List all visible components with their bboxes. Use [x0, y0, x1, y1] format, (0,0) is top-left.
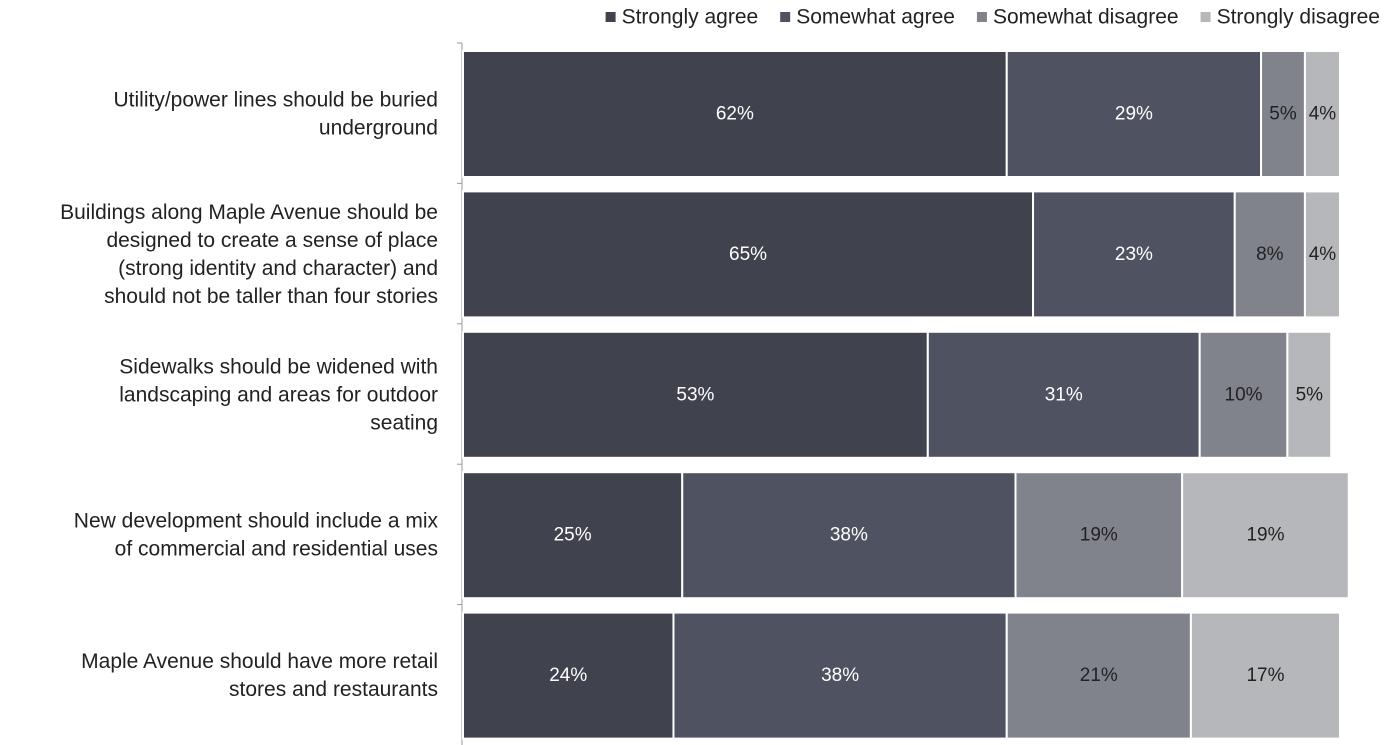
- legend-item-strongly-agree: Strongly agree: [605, 6, 759, 29]
- data-label: 4%: [1309, 244, 1337, 265]
- category-label: Maple Avenue should have more retail stor…: [81, 650, 438, 701]
- data-label: 53%: [676, 384, 714, 405]
- legend-label: Somewhat agree: [796, 6, 955, 29]
- legend-item-somewhat-agree: Somewhat agree: [780, 6, 955, 29]
- data-label: 17%: [1246, 665, 1284, 686]
- bar-segment-somewhat-agree: [1032, 190, 1236, 319]
- data-label: 31%: [1045, 384, 1083, 405]
- data-label: 65%: [729, 244, 767, 265]
- legend-item-strongly-disagree: Strongly disagree: [1200, 6, 1380, 29]
- data-label: 38%: [830, 525, 868, 546]
- legend: Strongly agree Somewhat agree Somewhat dis…: [605, 6, 1380, 29]
- bar-segment-somewhat-agree: [681, 471, 1017, 600]
- legend-swatch: [1200, 12, 1211, 22]
- data-label: 38%: [821, 665, 859, 686]
- bar-segment-strongly-disagree: [1181, 471, 1350, 600]
- bar-segment-strongly-agree: [462, 50, 1008, 178]
- bar-segment-strongly-agree: [462, 330, 929, 459]
- category-label: Utility/power lines should be buried unde…: [113, 89, 438, 140]
- data-label: 29%: [1115, 104, 1153, 125]
- data-label: 24%: [549, 665, 587, 686]
- bar-segment-somewhat-disagree: [1198, 330, 1289, 459]
- legend-swatch: [780, 12, 791, 22]
- legend-item-somewhat-disagree: Somewhat disagree: [976, 6, 1179, 29]
- category-label: Buildings along Maple Avenue should be de…: [60, 201, 438, 308]
- bars: 62% 29% 5% 4% 65% 23% 8% 4% 53% 31% 10% 5% 25% 38% 19%…: [462, 50, 1350, 740]
- data-label: 62%: [716, 104, 754, 125]
- data-label: 21%: [1080, 665, 1118, 686]
- category-label: Sidewalks should be widened with landscap…: [119, 355, 438, 434]
- bar-segment-somewhat-agree: [672, 611, 1008, 740]
- legend-label: Strongly agree: [622, 6, 759, 29]
- data-label: 10%: [1225, 384, 1263, 405]
- legend-swatch: [976, 12, 987, 22]
- bar-segment-somewhat-disagree: [1233, 190, 1306, 319]
- data-label: 19%: [1246, 525, 1284, 546]
- category-labels: Utility/power lines should be buried unde…: [60, 89, 438, 702]
- data-label: 5%: [1296, 384, 1324, 405]
- bar-segment-strongly-agree: [462, 190, 1035, 319]
- data-label: 23%: [1115, 244, 1153, 265]
- legend-swatch: [605, 12, 616, 22]
- legend-label: Somewhat disagree: [993, 6, 1179, 29]
- bar-segment-strongly-disagree: [1286, 330, 1333, 459]
- legend-label: Strongly disagree: [1217, 6, 1380, 29]
- bar-segment-strongly-disagree: [1303, 50, 1342, 178]
- data-label: 25%: [554, 525, 592, 546]
- data-label: 19%: [1080, 525, 1118, 546]
- bar-segment-strongly-disagree: [1303, 190, 1342, 319]
- bar-segment-somewhat-agree: [926, 330, 1201, 459]
- category-label: New development should include a mix of c…: [74, 510, 439, 561]
- bar-segment-strongly-agree: [462, 611, 675, 740]
- data-label: 8%: [1256, 244, 1284, 265]
- data-label: 4%: [1309, 104, 1337, 125]
- data-label: 5%: [1269, 104, 1297, 125]
- axis-ticks: [457, 42, 462, 606]
- bar-segment-strongly-disagree: [1189, 611, 1342, 740]
- bar-segment-strongly-agree: [462, 471, 684, 600]
